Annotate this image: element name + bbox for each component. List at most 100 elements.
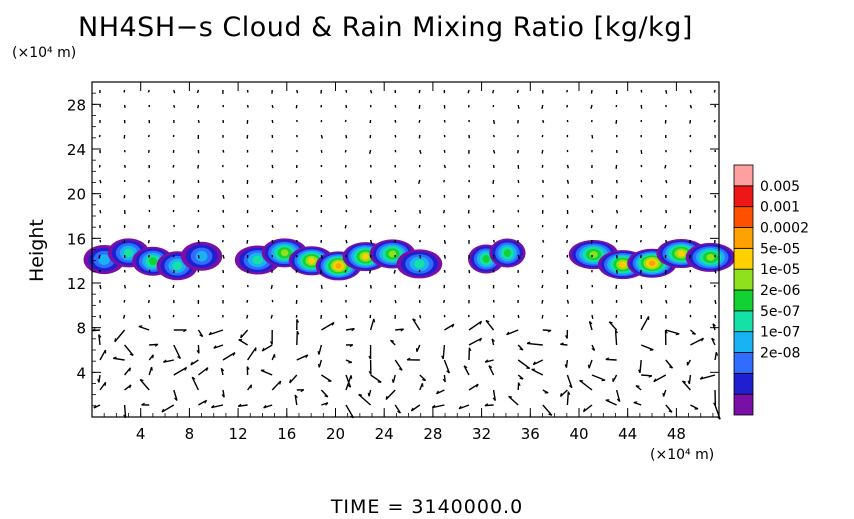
wind-arrow bbox=[492, 134, 495, 138]
wind-arrow bbox=[588, 321, 593, 331]
wind-arrow bbox=[591, 284, 594, 288]
wind-arrow-head bbox=[479, 337, 483, 342]
cloud-contour bbox=[98, 254, 111, 265]
wind-arrow bbox=[122, 314, 126, 319]
wind-arrow bbox=[443, 164, 447, 169]
wind-arrow-head bbox=[484, 359, 489, 363]
wind-arrow bbox=[488, 365, 495, 376]
wind-arrow bbox=[442, 344, 446, 360]
wind-arrow bbox=[139, 379, 150, 391]
wind-vector-field bbox=[91, 89, 721, 420]
wind-arrow bbox=[417, 179, 421, 184]
wind-arrow-head bbox=[221, 394, 225, 398]
wind-arrow bbox=[492, 179, 495, 184]
wind-arrow bbox=[517, 104, 520, 109]
colorbar-label: 5e-05 bbox=[760, 241, 800, 257]
wind-arrow bbox=[197, 284, 200, 288]
wind-arrow bbox=[714, 164, 717, 168]
wind-arrow bbox=[484, 404, 494, 407]
wind-arrow bbox=[296, 354, 309, 361]
x-tick-label: 4 bbox=[136, 425, 146, 443]
wind-arrow bbox=[640, 299, 643, 304]
wind-arrow-head bbox=[711, 337, 715, 341]
wind-arrow bbox=[690, 404, 699, 410]
wind-arrow bbox=[99, 284, 102, 289]
wind-arrow bbox=[582, 404, 593, 413]
wind-arrow bbox=[640, 254, 642, 259]
wind-arrow bbox=[147, 239, 150, 244]
wind-arrow bbox=[605, 399, 617, 406]
wind-arrow bbox=[588, 359, 593, 369]
wind-arrow bbox=[714, 352, 718, 361]
wind-arrow bbox=[418, 224, 421, 229]
wind-arrow-head bbox=[492, 397, 496, 401]
wind-arrow bbox=[608, 321, 618, 331]
cloud-contour bbox=[503, 249, 511, 257]
x-tick-label: 48 bbox=[667, 425, 686, 443]
wind-arrow bbox=[320, 269, 323, 274]
wind-arrow-head bbox=[591, 347, 595, 351]
wind-arrow bbox=[395, 328, 404, 331]
wind-arrow-head bbox=[305, 354, 309, 359]
cloud-contour bbox=[482, 255, 490, 263]
wind-arrow bbox=[197, 367, 209, 376]
wind-arrow bbox=[531, 368, 544, 376]
wind-arrow bbox=[345, 404, 355, 419]
wind-arrow bbox=[688, 374, 692, 385]
y-axis-unit: (×10⁴ m) bbox=[12, 45, 77, 61]
wind-arrow bbox=[640, 344, 654, 351]
wind-arrow-head bbox=[406, 357, 411, 361]
x-tick-label: 12 bbox=[229, 425, 248, 443]
wind-arrow bbox=[369, 284, 372, 289]
wind-arrow bbox=[566, 89, 569, 93]
wind-arrow bbox=[98, 374, 101, 383]
wind-arrow-head bbox=[205, 367, 209, 372]
wind-arrow bbox=[394, 194, 397, 199]
wind-arrow-head bbox=[560, 342, 564, 345]
wind-arrow bbox=[516, 89, 519, 94]
wind-arrow-head bbox=[152, 354, 154, 359]
wind-arrow-head bbox=[98, 334, 102, 338]
wind-arrow-head bbox=[701, 337, 705, 342]
wind-arrow-head bbox=[488, 365, 493, 369]
wind-arrow bbox=[541, 269, 544, 274]
wind-arrow bbox=[190, 359, 199, 366]
wind-arrow bbox=[246, 314, 249, 319]
wind-arrow bbox=[665, 239, 668, 244]
wind-arrow bbox=[173, 104, 176, 108]
wind-arrow bbox=[700, 374, 716, 380]
wind-arrow bbox=[113, 357, 125, 361]
wind-arrow bbox=[542, 119, 545, 123]
wind-arrow-head bbox=[240, 334, 243, 339]
wind-arrow bbox=[443, 239, 447, 244]
wind-arrow bbox=[172, 314, 175, 318]
wind-arrow-head bbox=[587, 364, 590, 369]
wind-arrow bbox=[639, 239, 642, 243]
wind-arrow bbox=[238, 339, 248, 346]
wind-arrow bbox=[418, 119, 421, 123]
wind-arrow bbox=[208, 329, 224, 336]
wind-arrow bbox=[271, 239, 274, 244]
wind-arrow bbox=[541, 254, 544, 258]
wind-arrow-head bbox=[114, 338, 117, 342]
wind-arrow bbox=[369, 224, 372, 228]
wind-arrow bbox=[385, 389, 396, 400]
wind-arrow bbox=[689, 284, 692, 288]
wind-arrow bbox=[590, 224, 593, 229]
wind-arrow bbox=[517, 254, 521, 259]
wind-arrow bbox=[541, 104, 544, 109]
wind-arrow bbox=[492, 239, 495, 243]
wind-arrow bbox=[196, 89, 200, 94]
wind-arrow-head bbox=[398, 368, 403, 371]
wind-arrow-head bbox=[687, 380, 690, 385]
wind-arrow-head bbox=[441, 355, 444, 360]
wind-arrow bbox=[541, 134, 544, 138]
wind-arrow-head bbox=[138, 325, 143, 328]
colorbar-swatch bbox=[733, 164, 754, 187]
wind-arrow bbox=[289, 374, 298, 384]
wind-arrow bbox=[640, 209, 642, 213]
wind-arrow-head bbox=[351, 328, 355, 332]
wind-arrow bbox=[559, 389, 568, 398]
cloud-contour bbox=[362, 253, 369, 260]
wind-arrow-head bbox=[582, 408, 586, 412]
